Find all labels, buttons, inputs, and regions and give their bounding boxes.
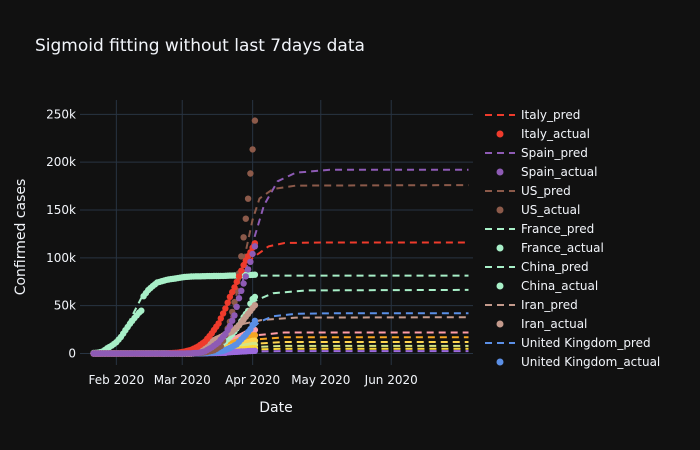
legend-swatch-marker: [496, 244, 504, 252]
data-point: [251, 243, 259, 250]
x-axis-ticks: Feb 2020 Mar 2020 Apr 2020 May 2020 Jun 2020: [89, 373, 418, 387]
legend-item[interactable]: United Kingdom_actual: [496, 355, 661, 369]
data-point: [222, 305, 229, 312]
legend-item[interactable]: United Kingdom_pred: [485, 336, 651, 350]
data-point: [235, 273, 243, 280]
legend-label: United Kingdom_actual: [521, 355, 660, 369]
legend-label: France_pred: [521, 222, 594, 236]
legend-label: France_actual: [521, 241, 604, 255]
other-actual-point: [251, 347, 259, 354]
data-point: [226, 322, 234, 330]
legend-item[interactable]: France_pred: [485, 222, 594, 236]
legend-item[interactable]: Italy_pred: [485, 108, 580, 122]
legend-label: United Kingdom_pred: [521, 336, 651, 350]
data-point: [238, 253, 245, 260]
data-point: [242, 215, 249, 222]
legend-swatch-marker: [496, 282, 504, 290]
data-point: [231, 284, 238, 291]
data-point: [231, 312, 238, 319]
data-point: [242, 273, 249, 280]
y-tick-label: 100k: [46, 251, 76, 265]
legend-label: Spain_pred: [521, 146, 588, 160]
x-axis-title: Date: [259, 400, 292, 416]
legend-item[interactable]: Italy_actual: [496, 127, 590, 141]
series-points-spain_actual: [90, 243, 259, 357]
data-point: [226, 293, 234, 301]
x-tick-label: Jun 2020: [364, 373, 418, 387]
legend-label: Iran_pred: [521, 298, 578, 312]
legend-item[interactable]: Iran_actual: [496, 317, 588, 331]
data-point: [217, 315, 224, 322]
data-point: [247, 258, 254, 265]
data-point: [215, 320, 222, 327]
legend-swatch-marker: [496, 358, 504, 366]
legend-label: China_actual: [521, 279, 598, 293]
chart-title: Sigmoid fitting without last 7days data: [35, 36, 365, 56]
legend-item[interactable]: US_pred: [485, 184, 571, 198]
legend-item[interactable]: Spain_actual: [496, 165, 598, 179]
data-point: [247, 170, 254, 177]
legend-label: China_pred: [521, 260, 589, 274]
data-point: [251, 302, 259, 309]
y-tick-label: 250k: [46, 107, 76, 121]
y-tick-label: 0: [68, 347, 76, 361]
legend-item[interactable]: US_actual: [496, 203, 581, 217]
data-point: [224, 299, 231, 306]
x-tick-label: Mar 2020: [154, 373, 211, 387]
data-point: [229, 288, 236, 296]
data-point: [229, 317, 236, 324]
y-axis-title: Confirmed cases: [13, 179, 29, 296]
data-point: [244, 195, 252, 202]
data-point: [251, 317, 259, 324]
legend-label: Spain_actual: [521, 165, 597, 179]
y-axis-ticks: 0 50k 100k 150k 200k 250k: [46, 107, 76, 360]
data-point: [251, 293, 259, 301]
series: [90, 117, 469, 357]
data-point: [251, 271, 259, 278]
y-tick-label: 200k: [46, 155, 76, 169]
x-tick-label: May 2020: [291, 373, 350, 387]
legend-label: Italy_pred: [521, 108, 580, 122]
legend-swatch-marker: [496, 130, 504, 138]
legend-swatch-marker: [496, 168, 504, 176]
legend[interactable]: Italy_pred Italy_actual Spain_pred Spain_ac…: [485, 108, 660, 369]
data-point: [138, 307, 145, 314]
data-point: [240, 280, 247, 287]
y-tick-label: 150k: [46, 203, 76, 217]
legend-swatch-marker: [496, 320, 504, 328]
legend-label: US_pred: [521, 184, 571, 198]
data-point: [251, 117, 259, 124]
legend-item[interactable]: France_actual: [496, 241, 604, 255]
legend-swatch-marker: [496, 206, 504, 214]
data-point: [249, 250, 256, 258]
data-point: [238, 267, 245, 274]
legend-label: Italy_actual: [521, 127, 590, 141]
data-point: [249, 146, 256, 153]
legend-item[interactable]: Iran_pred: [485, 298, 578, 312]
data-point: [219, 310, 227, 317]
data-point: [233, 303, 240, 310]
other-actual-point: [251, 332, 259, 339]
data-point: [235, 295, 243, 302]
legend-item[interactable]: China_actual: [496, 279, 599, 293]
data-point: [240, 234, 247, 241]
legend-item[interactable]: China_pred: [485, 260, 589, 274]
data-point: [233, 278, 240, 286]
x-tick-label: Feb 2020: [89, 373, 145, 387]
y-tick-label: 50k: [54, 299, 76, 313]
data-point: [238, 287, 245, 294]
legend-label: Iran_actual: [521, 317, 587, 331]
data-point: [244, 266, 252, 273]
legend-item[interactable]: Spain_pred: [485, 146, 588, 160]
legend-label: US_actual: [521, 203, 580, 217]
series-line-italy_pred: [93, 241, 469, 355]
x-tick-label: Apr 2020: [225, 373, 280, 387]
grid: [80, 100, 473, 365]
